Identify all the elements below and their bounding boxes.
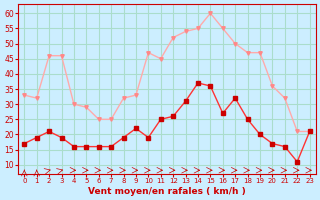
X-axis label: Vent moyen/en rafales ( km/h ): Vent moyen/en rafales ( km/h )	[88, 187, 246, 196]
